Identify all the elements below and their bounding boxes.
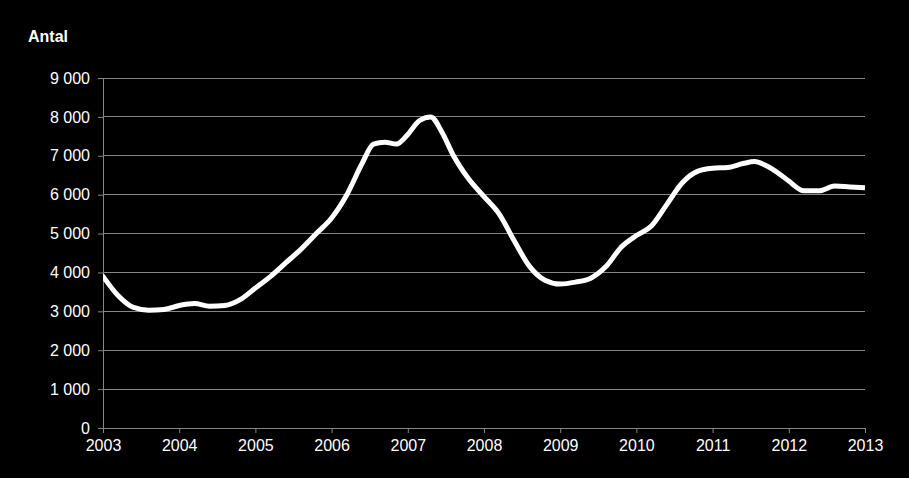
- y-tick-label: 1 000: [50, 381, 90, 398]
- x-tick: 2011: [696, 428, 731, 454]
- y-tick: 6 000: [50, 186, 103, 203]
- x-tick-label: 2006: [314, 437, 350, 454]
- x-tick: 2005: [238, 428, 274, 454]
- grid-line: [103, 389, 865, 390]
- y-axis-title: Antal: [28, 28, 68, 45]
- x-tick-label: 2009: [543, 437, 579, 454]
- x-tick-mark: [789, 428, 790, 433]
- x-tick-mark: [560, 428, 561, 433]
- chart: 0 1 000 2 000 3 000 4 000 5 000 6 000 7 000 8 00…: [0, 0, 909, 478]
- x-tick-mark: [332, 428, 333, 433]
- x-tick: 2010: [619, 428, 655, 454]
- y-axis-line: [103, 79, 104, 429]
- y-axis: 0 1 000 2 000 3 000 4 000 5 000 6 000 7 000 8 00…: [50, 70, 104, 437]
- grid-line: [103, 311, 865, 312]
- x-tick-mark: [484, 428, 485, 433]
- y-tick: 1 000: [50, 381, 103, 398]
- x-tick-label: 2011: [696, 437, 731, 454]
- x-axis: 2003 2004 2005 2006 2007 2008 2009 2010 2011 2012…: [86, 428, 884, 454]
- x-tick: 2003: [86, 428, 122, 454]
- x-tick-mark: [408, 428, 409, 433]
- x-tick-mark: [713, 428, 714, 433]
- y-tick-label: 0: [81, 420, 90, 437]
- y-tick: 4 000: [50, 264, 103, 281]
- y-tick-mark: [98, 156, 103, 157]
- x-tick-mark: [865, 428, 866, 433]
- x-tick: 2004: [162, 428, 198, 454]
- grid-line: [103, 155, 865, 156]
- x-tick-mark: [636, 428, 637, 433]
- grid-line: [103, 116, 865, 117]
- grid-line: [103, 350, 865, 351]
- y-tick-label: 9 000: [50, 70, 90, 87]
- y-tick-mark: [98, 234, 103, 235]
- x-tick-mark: [255, 428, 256, 433]
- y-tick: 2 000: [50, 342, 103, 359]
- y-tick-mark: [98, 117, 103, 118]
- x-tick: 2012: [772, 428, 808, 454]
- plot-area: [103, 117, 865, 310]
- y-tick-mark: [98, 428, 103, 429]
- grid-line: [103, 272, 865, 273]
- y-tick-mark: [98, 195, 103, 196]
- y-tick-label: 4 000: [50, 264, 90, 281]
- y-tick-mark: [98, 389, 103, 390]
- x-tick-mark: [179, 428, 180, 433]
- y-tick-mark: [98, 311, 103, 312]
- x-tick-label: 2008: [467, 437, 503, 454]
- y-tick-mark: [98, 78, 103, 79]
- x-tick-label: 2005: [238, 437, 274, 454]
- x-tick-label: 2003: [86, 437, 122, 454]
- y-tick-label: 5 000: [50, 225, 90, 242]
- y-tick-label: 8 000: [50, 109, 90, 126]
- y-tick-label: 6 000: [50, 186, 90, 203]
- y-tick-label: 7 000: [50, 147, 90, 164]
- x-tick: 2009: [543, 428, 579, 454]
- grid-line: [103, 233, 865, 234]
- x-tick: 2013: [848, 428, 884, 454]
- y-tick-label: 3 000: [50, 303, 90, 320]
- x-tick-label: 2013: [848, 437, 884, 454]
- y-tick: 8 000: [50, 109, 103, 126]
- x-tick-label: 2010: [619, 437, 655, 454]
- y-tick: 9 000: [50, 70, 103, 87]
- x-tick: 2008: [467, 428, 503, 454]
- x-tick-label: 2012: [772, 437, 808, 454]
- grid-line: [103, 78, 865, 79]
- y-tick-mark: [98, 272, 103, 273]
- x-tick-label: 2007: [391, 437, 427, 454]
- y-tick: 0: [81, 420, 103, 437]
- x-tick-label: 2004: [162, 437, 198, 454]
- y-tick: 5 000: [50, 225, 103, 242]
- y-tick: 7 000: [50, 147, 103, 164]
- y-tick-mark: [98, 350, 103, 351]
- data-line: [103, 117, 865, 310]
- x-tick-mark: [103, 428, 104, 433]
- y-tick: 3 000: [50, 303, 103, 320]
- x-tick: 2007: [391, 428, 427, 454]
- grid: [103, 78, 865, 428]
- x-tick: 2006: [314, 428, 350, 454]
- y-tick-label: 2 000: [50, 342, 90, 359]
